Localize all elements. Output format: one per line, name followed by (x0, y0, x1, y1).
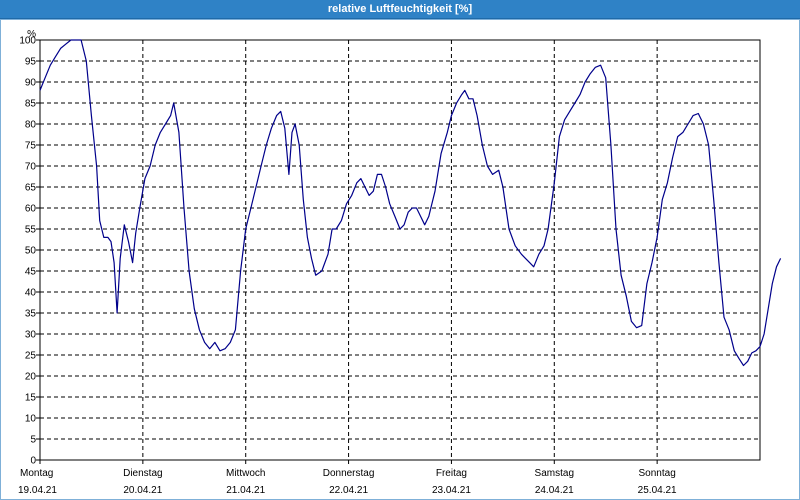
x-tick-date: 21.04.21 (226, 485, 265, 496)
y-tick-label: 50 (25, 246, 37, 257)
plot-area (39, 39, 761, 461)
x-tick-day: Mittwoch (226, 468, 265, 479)
y-tick-label: 55 (25, 225, 37, 236)
y-tick-label: 100 (19, 36, 36, 47)
x-tick-day: Montag (20, 468, 53, 479)
y-tick-label: 35 (25, 309, 37, 320)
x-tick-date: 22.04.21 (329, 485, 368, 496)
y-tick-label: 25 (25, 351, 37, 362)
humidity-series-line (39, 39, 782, 367)
y-tick-label: 70 (25, 162, 37, 173)
y-tick-label: 30 (25, 330, 37, 341)
y-tick-label: 95 (25, 57, 37, 68)
x-tick-date: 24.04.21 (535, 485, 574, 496)
x-tick-day: Sonntag (639, 468, 676, 479)
y-tick-label: 15 (25, 393, 37, 404)
x-tick-day: Dienstag (123, 468, 162, 479)
x-tick-day: Samstag (535, 468, 574, 479)
y-tick-label: 60 (25, 204, 37, 215)
y-tick-label: 10 (25, 414, 37, 425)
x-tick-day: Freitag (436, 468, 467, 479)
x-tick-date: 25.04.21 (638, 485, 677, 496)
y-tick-label: 0 (30, 456, 36, 467)
y-tick-label: 80 (25, 120, 37, 131)
chart-title: relative Luftfeuchtigkeit [%] (327, 3, 473, 15)
y-tick-label: 45 (25, 267, 37, 278)
y-tick-label: 40 (25, 288, 37, 299)
y-tick-label: 20 (25, 372, 37, 383)
y-axis-unit: % (27, 29, 36, 40)
y-tick-label: 85 (25, 99, 37, 110)
x-tick-date: 19.04.21 (18, 485, 57, 496)
chart-title-bar: relative Luftfeuchtigkeit [%] (0, 0, 800, 19)
x-tick-day: Donnerstag (323, 468, 375, 479)
y-tick-label: 65 (25, 183, 37, 194)
y-tick-label: 90 (25, 78, 37, 89)
y-tick-label: 5 (30, 435, 36, 446)
y-tick-label: 75 (25, 141, 37, 152)
x-tick-date: 20.04.21 (123, 485, 162, 496)
x-tick-date: 23.04.21 (432, 485, 471, 496)
